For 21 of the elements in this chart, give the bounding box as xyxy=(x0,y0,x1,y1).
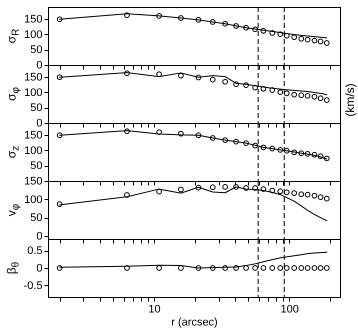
text: (km/s) xyxy=(343,83,357,116)
y-tick-label: 100 xyxy=(24,86,42,99)
y-tick-label: -0.5 xyxy=(24,280,42,292)
y-tick-label: 150 xyxy=(24,72,42,84)
y-tick-label: 0 xyxy=(36,230,42,243)
y-tick-label: 0.5 xyxy=(27,245,42,258)
y-tick-label: 50 xyxy=(30,160,42,172)
y-tick-label: 50 xyxy=(30,212,42,224)
x-axis-title: r (arcsec) xyxy=(171,316,218,328)
y-tick-label: 0 xyxy=(36,262,42,274)
y-tick-label: 0 xyxy=(36,118,42,130)
x-tick-label: 10 xyxy=(148,304,161,316)
y-tick-label: 150 xyxy=(24,130,42,142)
y-tick-label: 100 xyxy=(24,144,42,157)
y-tick-label: 50 xyxy=(30,102,42,114)
y-tick-label: 150 xyxy=(24,176,42,188)
y-tick-label: 100 xyxy=(24,194,42,206)
y-tick-label: 150 xyxy=(24,14,42,26)
y-tick-label: 50 xyxy=(30,44,42,56)
y-tick-label: 0 xyxy=(36,60,42,72)
y-tick-label: 100 xyxy=(24,28,42,41)
